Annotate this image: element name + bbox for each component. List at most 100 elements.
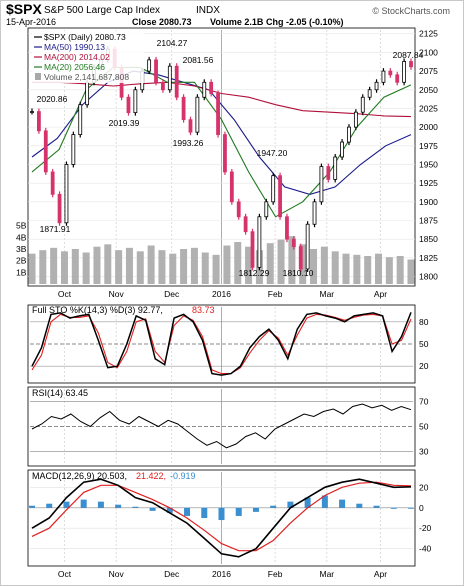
price-annotation: 2019.39 (109, 118, 140, 128)
volume-bar (201, 252, 209, 284)
price-candle (271, 175, 276, 203)
volume-bar (407, 259, 415, 284)
volume-bar (104, 244, 112, 284)
price-candle (257, 216, 262, 268)
price-candle (326, 166, 331, 180)
x-tick-label-bottom: Nov (109, 569, 125, 579)
legend-volume: Volume 2,141,687,808 (44, 72, 129, 82)
price-candle (85, 81, 90, 106)
price-annotation: 2087.84 (393, 50, 424, 60)
volume-bar (147, 245, 155, 284)
sto-legend: Full STO %K(14,3) %D(3) 92.77, 83.73 (32, 305, 215, 315)
macd-histogram-bar (201, 507, 208, 518)
sto-tick-label: 50 (419, 339, 429, 349)
sto-tick-label: 20 (419, 361, 429, 371)
price-candle (264, 201, 269, 218)
macd-histogram-bar (80, 499, 87, 508)
price-candle (195, 96, 200, 133)
volume-bar (125, 247, 133, 284)
macd-legend-signal: 21.422, (136, 471, 166, 481)
price-candle (374, 81, 379, 91)
macd-histogram-bar (218, 507, 225, 521)
macd-histogram-bar (149, 507, 156, 511)
macd-histogram-bar (97, 501, 104, 508)
macd-histogram-bar (166, 507, 173, 513)
volume-tick-label: 4B (16, 232, 27, 242)
x-tick-label-top: Nov (109, 289, 125, 299)
volume-bar (28, 253, 36, 284)
price-tick-label: 2025 (419, 103, 438, 113)
x-tick-label-bottom: 2016 (212, 569, 231, 579)
rsi-tick-label: 30 (419, 447, 429, 457)
price-candle (36, 111, 41, 132)
index-exchange: INDX (196, 5, 220, 16)
label-layer: Oct Oct Nov Nov Dec Dec 2016 2016 Feb Feb Mar Mar Ap… (16, 29, 438, 579)
price-annotation: 1993.26 (173, 138, 204, 148)
rsi-line (31, 403, 412, 449)
macd-histogram-bar (304, 497, 311, 508)
price-panel-frame (27, 27, 416, 287)
price-candle (319, 166, 324, 203)
price-candle (360, 96, 365, 113)
symbol-title: $SPX (6, 1, 42, 17)
rsi-tick-label: 70 (419, 397, 429, 407)
macd-histogram-bar (356, 503, 363, 508)
volume-bar (342, 253, 350, 284)
price-candle (250, 231, 255, 268)
price-annotation: 1871.91 (40, 224, 71, 234)
legend-price: $SPX (Daily) 2080.73 (44, 32, 126, 42)
x-tick-label-top: Mar (320, 289, 335, 299)
x-tick-label-top: Feb (268, 289, 283, 299)
x-tick-label-top: Oct (58, 289, 72, 299)
price-candle (57, 193, 62, 224)
macd-tick-label: -40 (419, 544, 432, 554)
volume-tick-label: 3B (16, 244, 27, 254)
rsi-panel-frame (27, 386, 416, 467)
volume-bar (331, 251, 339, 284)
price-tick-label: 1850 (419, 234, 438, 244)
volume-bar (288, 236, 296, 284)
ma-line-1 (31, 70, 412, 195)
price-candle (216, 93, 220, 135)
price-tick-label: 1975 (419, 141, 438, 151)
price-candle (154, 59, 158, 83)
macd-histogram-bar (132, 506, 139, 508)
macd-histogram-bar (235, 507, 242, 516)
price-candle (285, 216, 289, 240)
price-candle (347, 126, 351, 143)
macd-histogram-bar (115, 504, 122, 508)
price-candle (174, 65, 179, 98)
volume-bar (50, 247, 58, 284)
volume-bar (299, 244, 307, 284)
rsi-legend: RSI(14) 63.45 (32, 388, 88, 398)
price-tick-label: 2075 (419, 66, 438, 76)
volume-bar (212, 254, 220, 284)
price-candle (181, 96, 186, 121)
price-candle (402, 61, 407, 83)
x-tick-label-top: 2016 (212, 289, 231, 299)
price-candle (340, 141, 344, 158)
x-tick-label-bottom: Mar (320, 569, 335, 579)
ma-line-2 (32, 81, 412, 118)
macd-histogram-bar (63, 501, 70, 508)
price-tick-label: 1950 (419, 159, 438, 169)
volume-bars (28, 236, 415, 284)
price-annotation: 2104.27 (157, 38, 188, 48)
change-value: Chg -2.05 (-0.10%) (266, 17, 344, 27)
price-annotation: 1947.20 (257, 148, 288, 158)
volume-bar (223, 245, 231, 284)
macd-histogram-bar (287, 501, 294, 508)
price-candle (50, 171, 55, 195)
sto-legend-d: 83.73 (192, 305, 215, 315)
price-candle (188, 119, 193, 133)
price-candle (305, 223, 310, 270)
price-tick-label: 1825 (419, 253, 438, 263)
macd-histogram-bar (408, 507, 414, 509)
x-tick-label-bottom: Oct (58, 569, 72, 579)
volume-bar (320, 246, 328, 284)
macd-histogram-bar (46, 503, 53, 508)
macd-histogram-bar (29, 505, 35, 508)
price-candle (161, 81, 165, 91)
macd-histogram-bar (184, 507, 191, 516)
macd-legend-hist: -0.919 (170, 471, 196, 481)
